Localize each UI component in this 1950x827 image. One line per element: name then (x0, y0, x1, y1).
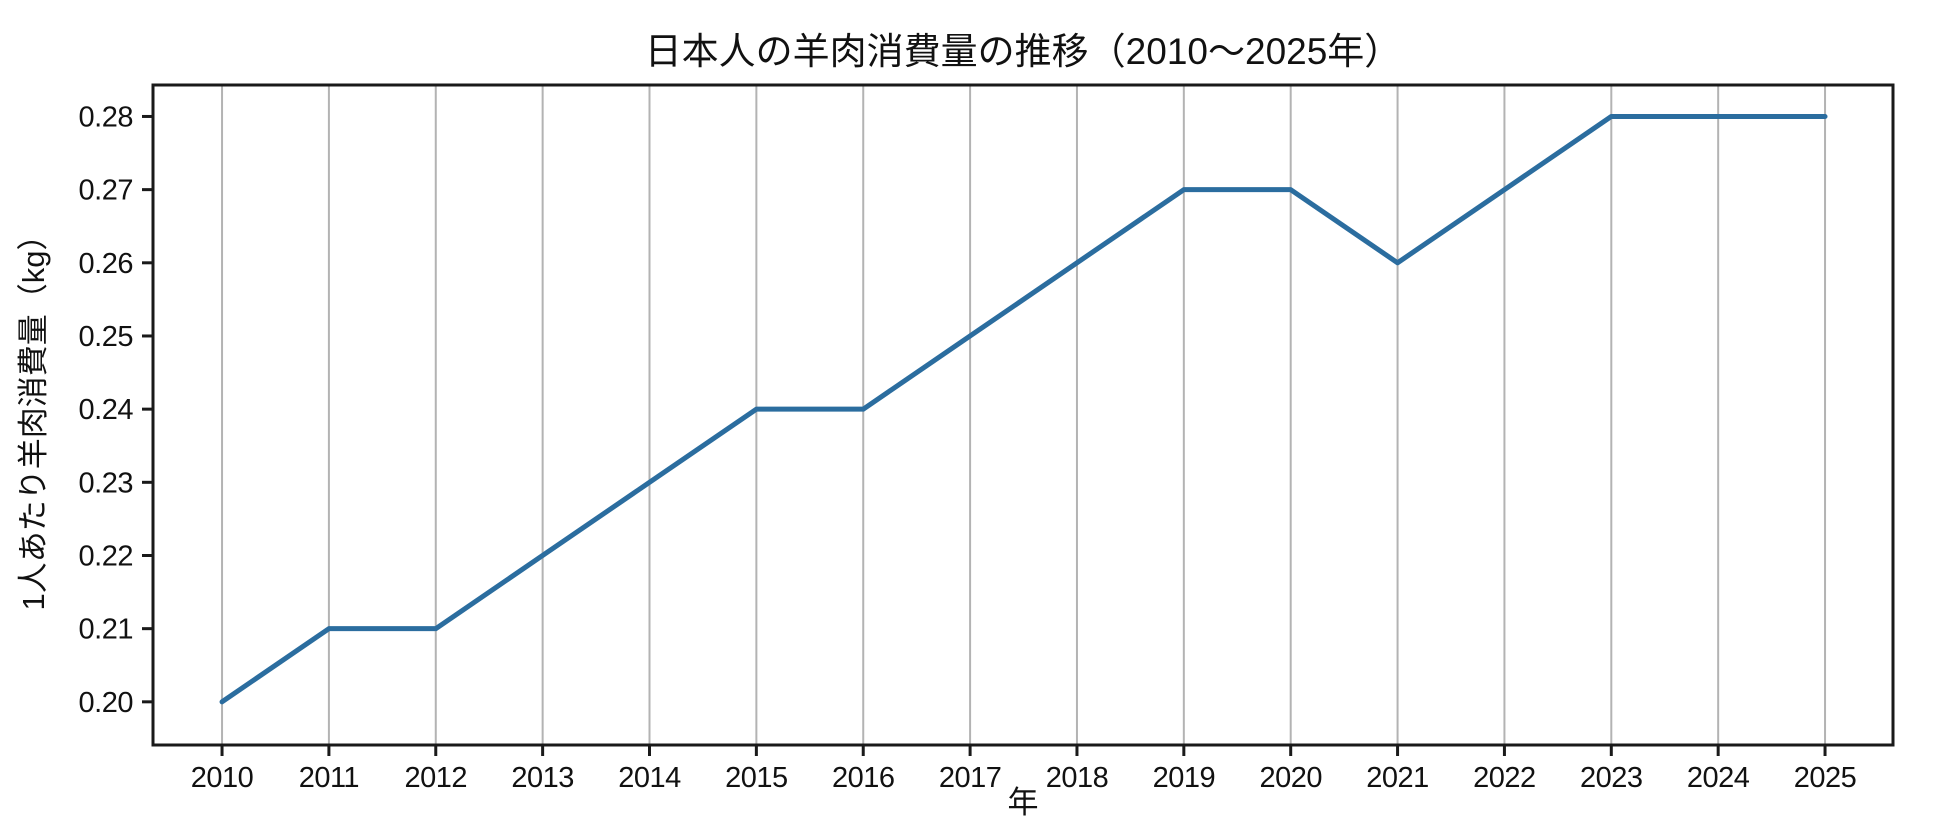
y-tick-label: 0.20 (79, 687, 133, 719)
y-tick-label: 0.25 (79, 321, 133, 353)
y-tick-label: 0.21 (79, 614, 133, 646)
chart-title: 日本人の羊肉消費量の推移（2010～2025年） (645, 31, 1402, 72)
x-tick-label: 2014 (618, 762, 681, 794)
x-tick-label: 2017 (939, 762, 1002, 794)
y-axis-ticks (142, 114, 153, 704)
x-tick-label: 2015 (725, 762, 788, 794)
y-axis-label: 1人あたり羊肉消費量（kg） (16, 220, 51, 611)
x-tick-label: 2022 (1473, 762, 1536, 794)
x-tick-label: 2024 (1687, 762, 1750, 794)
x-tick-label: 2020 (1259, 762, 1322, 794)
x-tick-label: 2012 (405, 762, 468, 794)
y-tick-label: 0.23 (79, 467, 133, 499)
y-axis-tick-labels: 0.20 0.21 0.22 0.23 0.24 0.25 0.26 0.27 0.28 (79, 101, 134, 718)
plot-border (151, 83, 1895, 747)
x-tick-label: 2013 (511, 762, 574, 794)
x-tick-label: 2019 (1153, 762, 1216, 794)
consumption-line (219, 113, 1828, 705)
y-tick-label: 0.26 (79, 248, 133, 280)
x-tick-label: 2010 (191, 762, 254, 794)
y-tick-label: 0.24 (79, 394, 134, 426)
y-tick-label: 0.28 (79, 101, 133, 133)
y-tick-label: 0.22 (79, 540, 133, 572)
x-axis-tick-labels: 2010 2011 2012 2013 2014 2015 2016 2017 2018 2019… (191, 762, 1857, 794)
x-tick-label: 2011 (299, 762, 359, 794)
x-tick-label: 2025 (1794, 762, 1857, 794)
y-tick-label: 0.27 (79, 175, 133, 207)
x-tick-label: 2018 (1046, 762, 1109, 794)
gridlines (221, 85, 1827, 745)
x-axis-ticks (220, 745, 1827, 756)
x-axis-label: 年 (1008, 785, 1039, 820)
x-tick-label: 2023 (1580, 762, 1643, 794)
x-tick-label: 2016 (832, 762, 895, 794)
x-tick-label: 2021 (1366, 762, 1429, 794)
